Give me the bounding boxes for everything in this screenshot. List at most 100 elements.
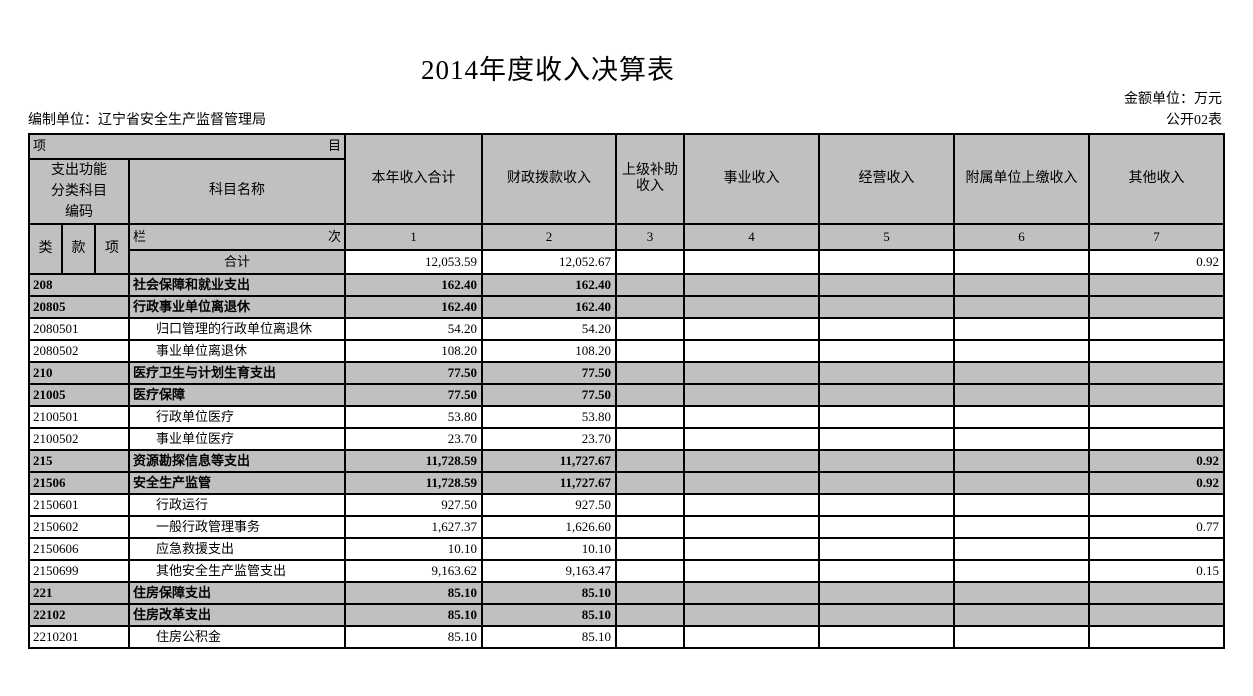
column-header-superior-subsidy: 上级补助收入 — [615, 133, 686, 225]
table-row: 2210201 住房公积金 85.10 85.10 — [28, 625, 1226, 649]
row-value-affiliate-remittance — [953, 559, 1091, 583]
table-row: 21506 安全生产监管 11,728.59 11,727.67 0.92 — [28, 471, 1226, 495]
row-value-affiliate-remittance — [953, 603, 1091, 627]
row-subject-name: 应急救援支出 — [127, 537, 347, 561]
row-value-superior-subsidy — [615, 383, 686, 407]
row-value-operating-revenue — [818, 427, 956, 451]
column-number-1: 1 — [344, 223, 484, 251]
row-value-fiscal-appropriation: 54.20 — [481, 317, 618, 341]
row-value-total-revenue: 11,728.59 — [344, 449, 484, 473]
row-value-affiliate-remittance — [953, 493, 1091, 517]
row-value-business-revenue — [683, 449, 821, 473]
row-value-business-revenue — [683, 625, 821, 649]
grand-total-value — [953, 249, 1091, 275]
row-subject-code: 2150606 — [28, 537, 130, 561]
sub-header-lei: 类 — [28, 223, 63, 275]
row-value-other-revenue — [1088, 625, 1226, 649]
row-value-fiscal-appropriation: 927.50 — [481, 493, 618, 517]
row-value-fiscal-appropriation: 108.20 — [481, 339, 618, 363]
column-number-6: 6 — [953, 223, 1091, 251]
table-row: 210 医疗卫生与计划生育支出 77.50 77.50 — [28, 361, 1226, 385]
grand-total-value: 12,053.59 — [344, 249, 484, 275]
row-value-other-revenue: 0.92 — [1088, 449, 1226, 473]
row-value-total-revenue: 54.20 — [344, 317, 484, 341]
row-value-superior-subsidy — [615, 427, 686, 451]
ci-label: 次 — [328, 228, 342, 244]
code-column-header: 支出功能分类科目编码 — [28, 158, 130, 225]
row-subject-name: 归口管理的行政单位离退休 — [127, 317, 347, 341]
row-value-business-revenue — [683, 515, 821, 539]
row-value-operating-revenue — [818, 449, 956, 473]
row-value-business-revenue — [683, 493, 821, 517]
row-value-superior-subsidy — [615, 471, 686, 495]
column-header-fiscal-appropriation: 财政拨款收入 — [481, 133, 618, 225]
row-value-operating-revenue — [818, 405, 956, 429]
sub-header-kuan: 款 — [61, 223, 96, 275]
row-value-business-revenue — [683, 537, 821, 561]
row-value-affiliate-remittance — [953, 471, 1091, 495]
row-value-business-revenue — [683, 339, 821, 363]
column-number-4: 4 — [683, 223, 821, 251]
row-value-operating-revenue — [818, 581, 956, 605]
row-value-business-revenue — [683, 361, 821, 385]
row-subject-code: 2150601 — [28, 493, 130, 517]
row-value-other-revenue — [1088, 603, 1226, 627]
row-value-superior-subsidy — [615, 603, 686, 627]
row-value-affiliate-remittance — [953, 449, 1091, 473]
row-value-operating-revenue — [818, 383, 956, 407]
row-value-fiscal-appropriation: 10.10 — [481, 537, 618, 561]
row-value-fiscal-appropriation: 85.10 — [481, 603, 618, 627]
row-value-affiliate-remittance — [953, 537, 1091, 561]
row-value-operating-revenue — [818, 625, 956, 649]
row-value-other-revenue — [1088, 361, 1226, 385]
table-body: 208 社会保障和就业支出 162.40 162.40 20805 行政事业单位… — [28, 273, 1226, 649]
row-value-operating-revenue — [818, 559, 956, 583]
row-subject-name: 事业单位离退休 — [127, 339, 347, 363]
column-number-2: 2 — [481, 223, 618, 251]
table-row: 2080502 事业单位离退休 108.20 108.20 — [28, 339, 1226, 363]
title-wrap: 2014年度收入决算表 — [0, 0, 1096, 87]
row-value-affiliate-remittance — [953, 581, 1091, 605]
row-subject-code: 2150699 — [28, 559, 130, 583]
page-title: 2014年度收入决算表 — [421, 55, 675, 85]
row-value-operating-revenue — [818, 295, 956, 319]
row-value-superior-subsidy — [615, 625, 686, 649]
row-value-superior-subsidy — [615, 295, 686, 319]
row-value-other-revenue — [1088, 383, 1226, 407]
row-value-business-revenue — [683, 471, 821, 495]
row-value-total-revenue: 108.20 — [344, 339, 484, 363]
row-value-superior-subsidy — [615, 361, 686, 385]
row-value-other-revenue — [1088, 273, 1226, 297]
row-value-superior-subsidy — [615, 317, 686, 341]
row-value-superior-subsidy — [615, 273, 686, 297]
amount-unit-note: 金额单位：万元 — [1124, 92, 1222, 107]
row-value-affiliate-remittance — [953, 273, 1091, 297]
row-value-total-revenue: 77.50 — [344, 383, 484, 407]
row-value-total-revenue: 23.70 — [344, 427, 484, 451]
grand-total-value — [683, 249, 821, 275]
row-value-other-revenue — [1088, 493, 1226, 517]
row-value-operating-revenue — [818, 339, 956, 363]
table-row: 2100502 事业单位医疗 23.70 23.70 — [28, 427, 1226, 451]
row-value-business-revenue — [683, 295, 821, 319]
row-value-business-revenue — [683, 273, 821, 297]
row-subject-code: 2080501 — [28, 317, 130, 341]
row-value-business-revenue — [683, 581, 821, 605]
table-row: 2150601 行政运行 927.50 927.50 — [28, 493, 1226, 517]
row-subject-code: 2210201 — [28, 625, 130, 649]
row-value-total-revenue: 162.40 — [344, 273, 484, 297]
row-value-fiscal-appropriation: 77.50 — [481, 383, 618, 407]
row-subject-code: 22102 — [28, 603, 130, 627]
column-number-7: 7 — [1088, 223, 1226, 251]
row-value-fiscal-appropriation: 162.40 — [481, 273, 618, 297]
row-value-business-revenue — [683, 405, 821, 429]
row-value-fiscal-appropriation: 23.70 — [481, 427, 618, 451]
row-value-fiscal-appropriation: 11,727.67 — [481, 449, 618, 473]
row-subject-name: 住房改革支出 — [127, 603, 347, 627]
row-value-operating-revenue — [818, 317, 956, 341]
column-header-business-revenue: 事业收入 — [683, 133, 821, 225]
row-value-total-revenue: 77.50 — [344, 361, 484, 385]
table-row: 22102 住房改革支出 85.10 85.10 — [28, 603, 1226, 627]
row-subject-code: 2100502 — [28, 427, 130, 451]
column-header-operating-revenue: 经营收入 — [818, 133, 956, 225]
